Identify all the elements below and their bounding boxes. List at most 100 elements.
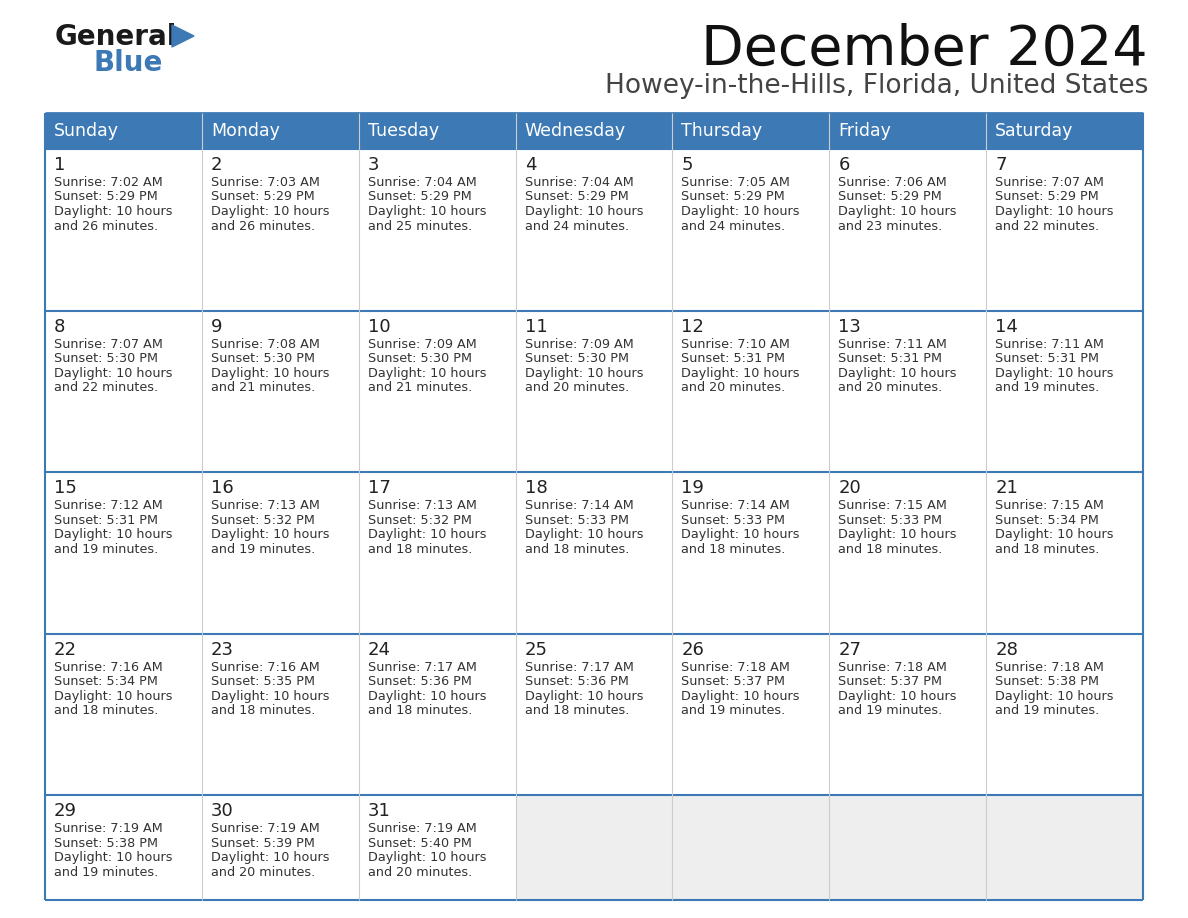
Text: Sunset: 5:34 PM: Sunset: 5:34 PM (996, 513, 1099, 527)
Text: Daylight: 10 hours: Daylight: 10 hours (839, 205, 956, 218)
Bar (202, 472, 359, 633)
Text: Howey-in-the-Hills, Florida, United States: Howey-in-the-Hills, Florida, United Stat… (605, 73, 1148, 99)
Text: and 20 minutes.: and 20 minutes. (210, 866, 315, 879)
Text: 2: 2 (210, 156, 222, 174)
Bar (202, 633, 359, 795)
Text: Sunrise: 7:18 AM: Sunrise: 7:18 AM (839, 661, 947, 674)
Text: Sunset: 5:33 PM: Sunset: 5:33 PM (839, 513, 942, 527)
Text: Sunrise: 7:13 AM: Sunrise: 7:13 AM (368, 499, 476, 512)
Bar (672, 633, 829, 795)
Text: 25: 25 (525, 641, 548, 658)
Text: 10: 10 (368, 318, 391, 335)
Bar (202, 795, 359, 900)
Text: 12: 12 (682, 318, 704, 335)
Bar (202, 310, 359, 472)
Text: 15: 15 (53, 479, 77, 497)
Text: Sunset: 5:37 PM: Sunset: 5:37 PM (682, 675, 785, 688)
Text: and 20 minutes.: and 20 minutes. (368, 866, 472, 879)
Text: Sunrise: 7:04 AM: Sunrise: 7:04 AM (525, 176, 633, 189)
Bar (359, 310, 516, 472)
Text: and 18 minutes.: and 18 minutes. (682, 543, 785, 555)
Text: 24: 24 (368, 641, 391, 658)
Bar (829, 472, 986, 633)
Text: and 20 minutes.: and 20 minutes. (839, 381, 942, 394)
Text: Daylight: 10 hours: Daylight: 10 hours (996, 528, 1113, 541)
Text: Sunrise: 7:08 AM: Sunrise: 7:08 AM (210, 338, 320, 351)
Text: Sunrise: 7:17 AM: Sunrise: 7:17 AM (525, 661, 633, 674)
Text: Sunrise: 7:09 AM: Sunrise: 7:09 AM (525, 338, 633, 351)
Text: Sunset: 5:29 PM: Sunset: 5:29 PM (525, 191, 628, 204)
Text: and 20 minutes.: and 20 minutes. (682, 381, 785, 394)
Text: Daylight: 10 hours: Daylight: 10 hours (525, 366, 643, 379)
Text: Daylight: 10 hours: Daylight: 10 hours (368, 366, 486, 379)
Bar (516, 472, 672, 633)
Text: Sunrise: 7:13 AM: Sunrise: 7:13 AM (210, 499, 320, 512)
Bar (672, 472, 829, 633)
Bar (45, 472, 202, 633)
Text: Daylight: 10 hours: Daylight: 10 hours (682, 205, 800, 218)
Bar (672, 795, 829, 900)
Bar (45, 149, 202, 310)
Text: Daylight: 10 hours: Daylight: 10 hours (53, 366, 172, 379)
Text: Sunset: 5:32 PM: Sunset: 5:32 PM (210, 513, 315, 527)
Text: 7: 7 (996, 156, 1006, 174)
Text: Daylight: 10 hours: Daylight: 10 hours (210, 528, 329, 541)
Text: 26: 26 (682, 641, 704, 658)
Bar (516, 795, 672, 900)
Text: Sunset: 5:31 PM: Sunset: 5:31 PM (839, 352, 942, 365)
Text: Sunset: 5:30 PM: Sunset: 5:30 PM (368, 352, 472, 365)
Text: Sunset: 5:29 PM: Sunset: 5:29 PM (210, 191, 315, 204)
Text: Monday: Monday (210, 122, 279, 140)
Text: 20: 20 (839, 479, 861, 497)
Text: Friday: Friday (839, 122, 891, 140)
Text: Sunset: 5:40 PM: Sunset: 5:40 PM (368, 836, 472, 849)
Text: Sunrise: 7:19 AM: Sunrise: 7:19 AM (210, 822, 320, 835)
Text: Sunset: 5:31 PM: Sunset: 5:31 PM (53, 513, 158, 527)
Text: Sunrise: 7:15 AM: Sunrise: 7:15 AM (996, 499, 1104, 512)
Text: 30: 30 (210, 802, 234, 820)
Text: 18: 18 (525, 479, 548, 497)
Bar (359, 633, 516, 795)
Text: Sunset: 5:30 PM: Sunset: 5:30 PM (210, 352, 315, 365)
Text: Sunrise: 7:06 AM: Sunrise: 7:06 AM (839, 176, 947, 189)
Text: Sunday: Sunday (53, 122, 119, 140)
Bar (202, 149, 359, 310)
Text: Wednesday: Wednesday (525, 122, 626, 140)
Text: Sunset: 5:29 PM: Sunset: 5:29 PM (53, 191, 158, 204)
Bar (986, 113, 1143, 149)
Text: Sunrise: 7:18 AM: Sunrise: 7:18 AM (996, 661, 1104, 674)
Text: 1: 1 (53, 156, 65, 174)
Bar (45, 633, 202, 795)
Text: Daylight: 10 hours: Daylight: 10 hours (996, 205, 1113, 218)
Text: 11: 11 (525, 318, 548, 335)
Bar (359, 472, 516, 633)
Text: Sunrise: 7:05 AM: Sunrise: 7:05 AM (682, 176, 790, 189)
Text: Sunset: 5:33 PM: Sunset: 5:33 PM (525, 513, 628, 527)
Text: Daylight: 10 hours: Daylight: 10 hours (839, 528, 956, 541)
Text: Blue: Blue (93, 49, 163, 77)
Text: and 26 minutes.: and 26 minutes. (210, 219, 315, 232)
Text: 3: 3 (368, 156, 379, 174)
Text: and 18 minutes.: and 18 minutes. (210, 704, 315, 717)
Text: Sunset: 5:29 PM: Sunset: 5:29 PM (839, 191, 942, 204)
Bar (45, 795, 202, 900)
Text: Sunset: 5:30 PM: Sunset: 5:30 PM (53, 352, 158, 365)
Text: Daylight: 10 hours: Daylight: 10 hours (53, 851, 172, 864)
Text: 14: 14 (996, 318, 1018, 335)
Bar (986, 633, 1143, 795)
Bar (359, 149, 516, 310)
Text: Sunset: 5:35 PM: Sunset: 5:35 PM (210, 675, 315, 688)
Text: Sunset: 5:29 PM: Sunset: 5:29 PM (682, 191, 785, 204)
Bar (359, 113, 516, 149)
Text: Sunrise: 7:15 AM: Sunrise: 7:15 AM (839, 499, 947, 512)
Text: Sunrise: 7:14 AM: Sunrise: 7:14 AM (682, 499, 790, 512)
Text: Daylight: 10 hours: Daylight: 10 hours (368, 205, 486, 218)
Text: and 22 minutes.: and 22 minutes. (53, 381, 158, 394)
Text: Daylight: 10 hours: Daylight: 10 hours (525, 205, 643, 218)
Text: and 18 minutes.: and 18 minutes. (368, 704, 472, 717)
Text: 28: 28 (996, 641, 1018, 658)
Text: and 19 minutes.: and 19 minutes. (53, 866, 158, 879)
Text: 29: 29 (53, 802, 77, 820)
Bar (829, 795, 986, 900)
Bar (672, 113, 829, 149)
